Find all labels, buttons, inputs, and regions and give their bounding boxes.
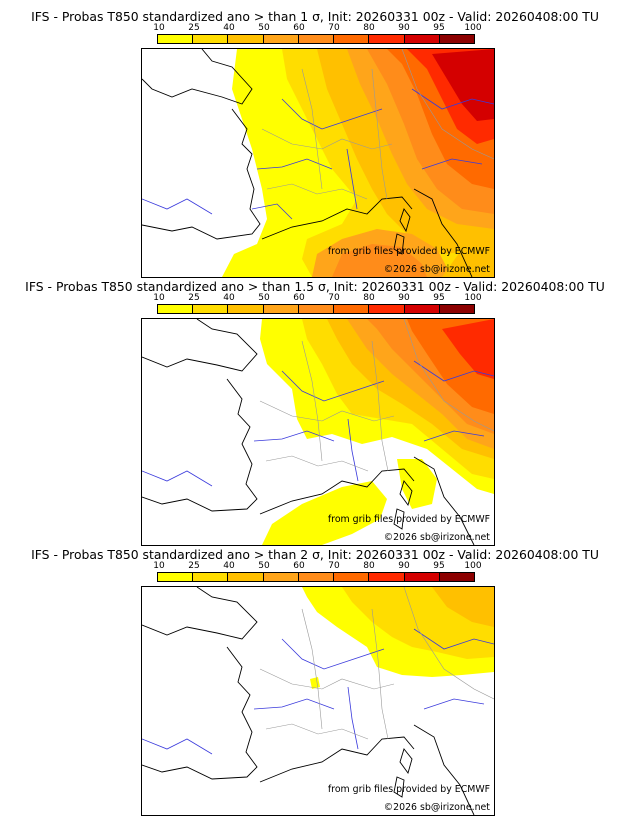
legend-tick: 10: [153, 561, 165, 571]
legend-swatch: [263, 35, 299, 43]
prob-area-60: [332, 244, 427, 277]
legend-colorbar: [157, 572, 475, 582]
legend-swatch: [228, 573, 264, 581]
legend-swatch: [369, 305, 405, 313]
data-source-credit: from grib files provided by ECMWF: [327, 514, 490, 525]
legend-tick: 40: [223, 293, 235, 303]
legend-tick: 60: [293, 293, 305, 303]
legend-swatch: [263, 305, 299, 313]
river: [142, 360, 494, 487]
legend-swatch: [439, 35, 474, 43]
copyright-credit: ©2026 sb@irizone.net: [383, 802, 490, 813]
legend-tick: 60: [293, 23, 305, 33]
panel-2: IFS - Probas T850 standardized ano > tha…: [0, 278, 630, 548]
legend-swatch: [298, 573, 335, 581]
legend-tick: 90: [398, 561, 410, 571]
legend-swatch: [369, 35, 405, 43]
legend-swatch: [334, 305, 370, 313]
legend-tick: 10: [153, 293, 165, 303]
coastline: [142, 49, 473, 277]
legend-colorbar: [157, 34, 475, 44]
legend-tick: 90: [398, 23, 410, 33]
color-legend: 10 25 40 50 60 70 80 90 95 100: [153, 23, 482, 45]
prob-area-80: [442, 319, 494, 379]
admin-border: [259, 587, 494, 740]
probability-map: from grib files provided by ECMWF ©2026 …: [141, 318, 495, 546]
legend-swatch: [334, 35, 370, 43]
legend-swatch: [228, 305, 264, 313]
legend-swatch: [228, 35, 264, 43]
legend-swatch: [263, 573, 299, 581]
panel-1: IFS - Probas T850 standardized ano > tha…: [0, 0, 630, 278]
legend-tick: 70: [328, 561, 340, 571]
legend-tick: 70: [328, 293, 340, 303]
legend-swatch: [158, 305, 194, 313]
legend-colorbar: [157, 304, 475, 314]
prob-area-40: [432, 587, 494, 627]
legend-tick: 100: [464, 293, 482, 303]
legend-swatch: [193, 305, 229, 313]
coastline: [142, 587, 475, 815]
legend-tick: 50: [258, 561, 270, 571]
legend-tick: 60: [293, 561, 305, 571]
legend-tick: 25: [188, 23, 200, 33]
legend-tick: 80: [363, 561, 375, 571]
legend-tick: 70: [328, 23, 340, 33]
legend-swatch: [298, 35, 335, 43]
legend-tick: 95: [433, 561, 445, 571]
legend-swatch: [158, 573, 194, 581]
legend-tick: 50: [258, 23, 270, 33]
legend-swatch: [404, 35, 440, 43]
admin-border: [259, 319, 494, 472]
legend-swatch: [369, 573, 405, 581]
panel-title: IFS - Probas T850 standardized ano > tha…: [25, 279, 605, 294]
prob-area-40: [442, 244, 494, 277]
legend-tick: 100: [464, 561, 482, 571]
panel-3: IFS - Probas T850 standardized ano > tha…: [0, 548, 630, 824]
legend-tick: 40: [223, 561, 235, 571]
legend-swatch: [404, 573, 440, 581]
river: [142, 628, 494, 755]
legend-tick: 95: [433, 23, 445, 33]
legend-swatch: [193, 573, 229, 581]
river: [142, 88, 494, 220]
legend-tick: 50: [258, 293, 270, 303]
legend-tick: 40: [223, 23, 235, 33]
legend-tick: 25: [188, 561, 200, 571]
legend-swatch: [334, 573, 370, 581]
legend-tick: 90: [398, 293, 410, 303]
legend-tick: 100: [464, 23, 482, 33]
legend-tick: 95: [433, 293, 445, 303]
panel-title: IFS - Probas T850 standardized ano > tha…: [31, 9, 599, 24]
probability-map: from grib files provided by ECMWF ©2026 …: [141, 48, 495, 278]
admin-border: [261, 49, 494, 200]
legend-tick: 25: [188, 293, 200, 303]
legend-swatch: [404, 305, 440, 313]
probability-map: from grib files provided by ECMWF ©2026 …: [141, 586, 495, 816]
legend-tick: 80: [363, 293, 375, 303]
copyright-credit: ©2026 sb@irizone.net: [383, 264, 490, 275]
legend-swatch: [158, 35, 194, 43]
legend-tick: 10: [153, 23, 165, 33]
legend-swatch: [298, 305, 335, 313]
coastline: [142, 319, 475, 545]
copyright-credit: ©2026 sb@irizone.net: [383, 532, 490, 543]
color-legend: 10 25 40 50 60 70 80 90 95 100: [153, 293, 482, 315]
legend-tick: 80: [363, 23, 375, 33]
prob-area-10: [262, 481, 387, 545]
legend-swatch: [439, 573, 474, 581]
prob-area-90: [432, 49, 494, 121]
panel-title: IFS - Probas T850 standardized ano > tha…: [31, 547, 599, 562]
data-source-credit: from grib files provided by ECMWF: [327, 246, 490, 257]
data-source-credit: from grib files provided by ECMWF: [327, 784, 490, 795]
color-legend: 10 25 40 50 60 70 80 90 95 100: [153, 561, 482, 583]
legend-swatch: [439, 305, 474, 313]
prob-area-10: [397, 459, 437, 509]
legend-swatch: [193, 35, 229, 43]
